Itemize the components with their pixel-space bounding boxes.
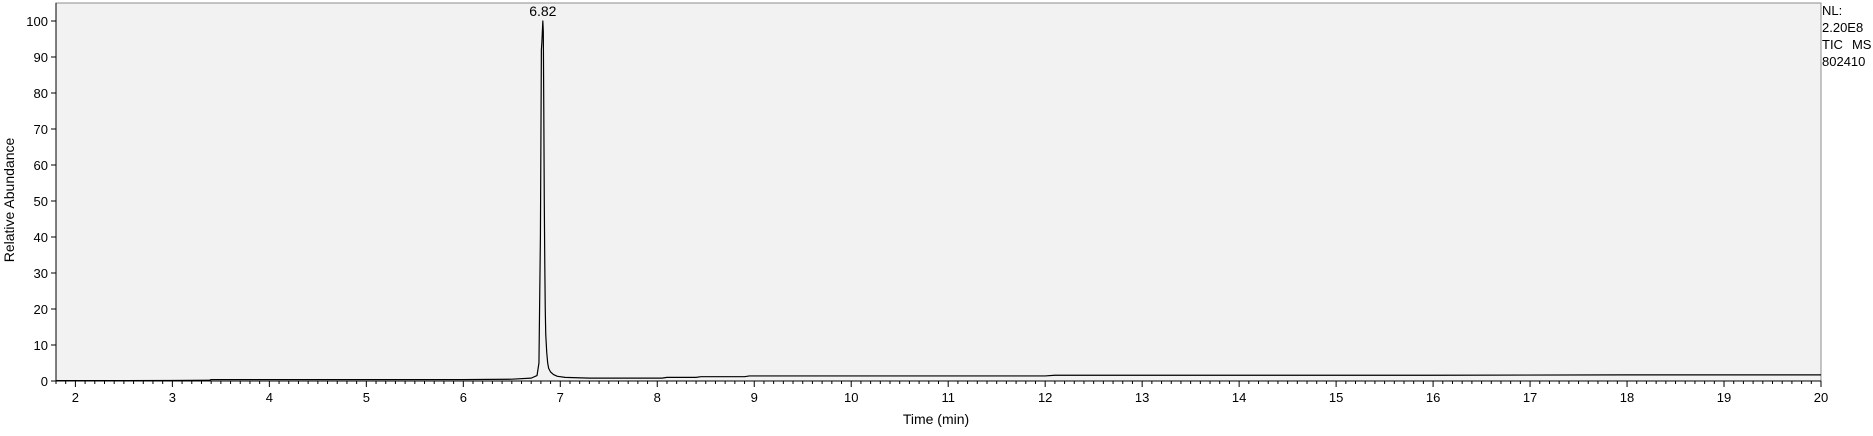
scan-type: TIC — [1822, 37, 1843, 52]
x-tick-label: 11 — [941, 390, 955, 405]
scan-filter: MS — [1851, 37, 1872, 52]
y-tick-label: 90 — [34, 50, 48, 65]
y-axis-title: Relative Abundance — [1, 138, 17, 263]
nl-label: NL: — [1822, 3, 1843, 18]
nl-value: 2.20E8 — [1822, 20, 1864, 35]
x-tick-label: 17 — [1523, 390, 1537, 405]
file-name: 802410 — [1822, 54, 1866, 69]
y-tick-label: 70 — [34, 122, 48, 137]
y-tick-label: 40 — [34, 230, 48, 245]
y-tick-label: 0 — [41, 374, 48, 389]
x-tick-label: 5 — [363, 390, 370, 405]
x-tick-label: 9 — [751, 390, 758, 405]
scan-info: TIC MS — [1822, 36, 1871, 53]
x-tick-label: 20 — [1814, 390, 1828, 405]
y-tick-label: 10 — [34, 338, 48, 353]
y-tick-label: 50 — [34, 194, 48, 209]
x-tick-label: 10 — [844, 390, 858, 405]
y-tick-label: 60 — [34, 158, 48, 173]
x-tick-label: 13 — [1135, 390, 1149, 405]
peak-annotations: 6.82 — [529, 3, 556, 19]
x-tick-label: 4 — [266, 390, 273, 405]
x-axis-title: Time (min) — [903, 411, 969, 427]
x-tick-label: 3 — [169, 390, 176, 405]
x-tick-label: 14 — [1232, 390, 1246, 405]
y-tick-label: 20 — [34, 302, 48, 317]
y-tick-label: 100 — [26, 14, 48, 29]
x-tick-label: 12 — [1038, 390, 1052, 405]
x-tick-label: 7 — [557, 390, 564, 405]
y-tick-label: 80 — [34, 86, 48, 101]
series-line — [56, 20, 1821, 382]
x-tick-label: 16 — [1426, 390, 1440, 405]
x-axis-ticks: 2 3 4 5 6 7 8 9 10 11 12 13 14 15 16 17 18 19 20 — [72, 381, 1828, 405]
x-tick-label: 6 — [460, 390, 467, 405]
x-tick-label: 8 — [654, 390, 661, 405]
y-tick-label: 30 — [34, 266, 48, 281]
x-tick-label: 18 — [1620, 390, 1634, 405]
x-tick-label: 2 — [72, 390, 79, 405]
normalization-info: NL: 2.20E8 TIC MS 802410 — [1822, 2, 1871, 70]
x-tick-label: 19 — [1717, 390, 1731, 405]
x-tick-label: 15 — [1329, 390, 1343, 405]
y-axis-ticks: 0 10 20 30 40 50 60 70 80 90 100 — [26, 14, 56, 389]
plot-area — [55, 2, 1822, 382]
peak-label: 6.82 — [529, 3, 556, 19]
